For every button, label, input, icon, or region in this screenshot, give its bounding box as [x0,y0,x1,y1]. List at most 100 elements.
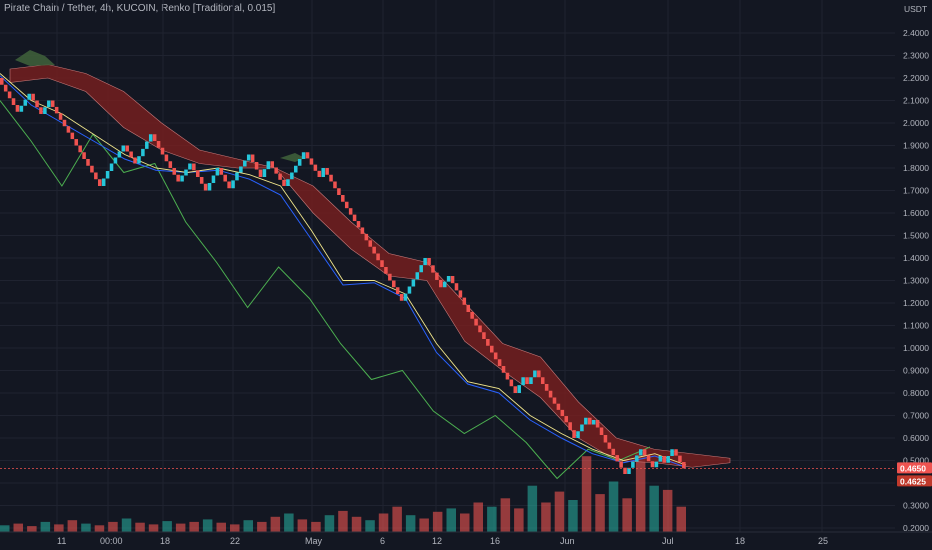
price-tick-label: 0.5000 [903,456,929,466]
volume-bar [527,485,538,532]
renko-brick-down [399,294,404,301]
price-tick-label: 0.3000 [903,501,929,511]
renko-brick-down [572,430,576,438]
volume-bar [635,452,646,532]
volume-bar [419,518,429,532]
price-tick-label: 0.9000 [903,366,929,376]
renko-brick-up [180,175,184,182]
renko-brick-down [15,105,20,112]
renko-brick-down [595,420,600,428]
renko-brick-down [176,174,180,182]
renko-brick-down [203,183,208,191]
time-label-18b: 18 [735,536,745,546]
price-tick-label: 1.6000 [903,208,929,218]
renko-brick-up [145,141,149,149]
volume-bar [189,521,199,532]
renko-brick-down [435,272,439,280]
time-label-16: 16 [490,536,500,546]
renko-brick-down [317,170,322,177]
price-tick-label: 1.1000 [903,321,929,331]
renko-brick-down [501,366,506,373]
volume-bar [216,522,226,532]
volume-bar [0,525,10,532]
price-tick-label: 2.1000 [903,96,929,106]
renko-brick-up [627,467,631,474]
volume-bar [270,516,281,532]
time-label-25: 25 [818,536,828,546]
renko-brick-up [403,293,408,301]
renko-brick-up [407,286,412,294]
renko-brick-down [607,442,612,449]
renko-brick-up [290,172,294,180]
price-tick-label: 2.4000 [903,28,929,38]
renko-brick-down [164,154,169,162]
volume-bar [514,508,524,532]
renko-brick-down [588,417,592,425]
renko-brick-down [125,145,129,152]
renko-brick-down [599,427,604,435]
renko-brick-down [395,287,400,294]
renko-brick-up [121,145,126,152]
renko-brick-down [544,384,549,391]
renko-brick-down [7,91,12,99]
renko-brick-down [223,174,227,182]
renko-brick-down [470,312,474,319]
renko-brick-down [86,159,90,166]
renko-brick-down [619,461,623,468]
renko-brick-down [133,157,137,164]
renko-brick-down [513,386,518,393]
price-axis[interactable]: USDT 2.4000 2.3000 2.2000 2.1000 2.0000 1.900… [895,0,932,550]
renko-brick-down [384,267,388,274]
renko-brick-down [39,107,43,114]
renko-brick-down [368,240,373,247]
renko-brick-down [611,448,616,456]
renko-brick-down [305,152,310,159]
renko-brick-down [431,265,435,273]
volume-bars [0,452,686,532]
renko-brick-down [329,174,333,182]
renko-brick-down [556,403,561,410]
renko-brick-down [642,449,647,456]
renko-brick-down [525,377,529,384]
renko-brick-down [333,181,337,189]
renko-brick-down [509,379,514,387]
volume-bar [365,520,375,532]
volume-bar [148,524,159,532]
volume-bar [81,523,91,532]
volume-bar [446,508,456,532]
renko-brick-down [196,170,200,177]
renko-brick-down [341,195,345,202]
renko-brick-down [0,78,4,85]
renko-brick-down [270,161,275,168]
renko-brick-down [78,145,82,153]
renko-brick-down [219,168,224,175]
renko-brick-down [160,147,165,155]
time-label-jul: Jul [662,536,674,546]
renko-brick-down [58,113,63,120]
renko-brick-down [662,456,667,463]
renko-bricks [0,78,686,474]
cloud-bull-patch [15,50,55,66]
indicator-lines [0,73,687,480]
volume-bar [622,498,632,532]
time-axis[interactable]: 11 00:00 18 22 May 6 12 16 Jun Jul 18 25 [0,531,932,550]
volume-bar [500,498,511,532]
renko-brick-down [98,179,102,186]
renko-brick-up [301,152,306,159]
renko-brick-up [47,100,51,108]
renko-brick-down [682,462,686,469]
renko-brick-down [478,325,482,333]
renko-brick-up [517,385,521,393]
volume-bar [338,510,348,532]
renko-brick-up [27,93,31,100]
volume-bar [473,502,483,532]
renko-brick-up [109,163,114,171]
renko-brick-up [19,105,24,112]
renko-brick-down [274,167,278,174]
renko-brick-down [462,297,467,305]
price-tick-label: 0.2000 [903,523,929,533]
volume-bar [351,516,362,532]
renko-brick-down [568,422,572,431]
volume-bar [121,518,132,532]
